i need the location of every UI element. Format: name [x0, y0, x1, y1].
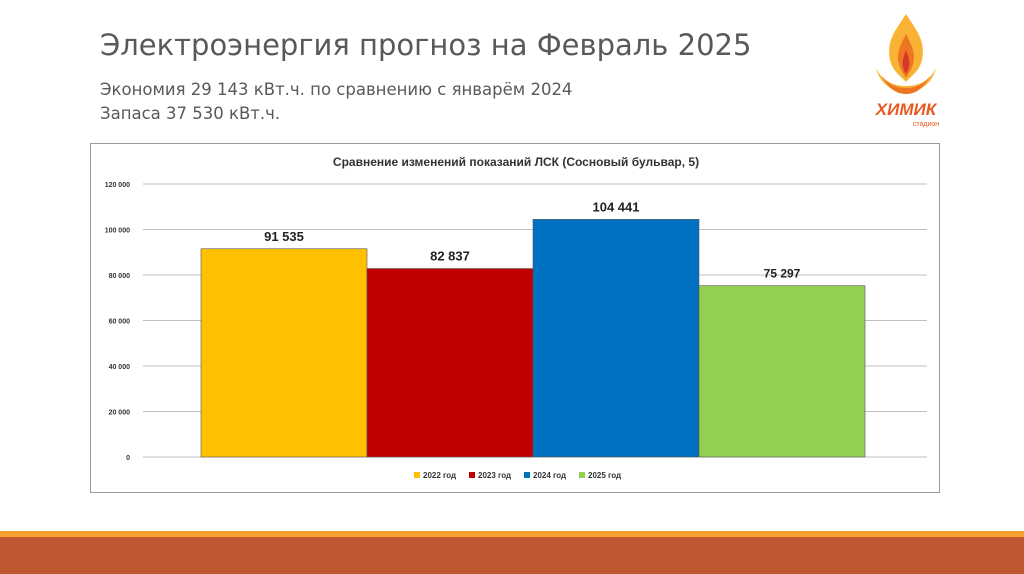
chart-container: Сравнение изменений показаний ЛСК (Сосно… [90, 143, 940, 493]
legend-swatch [524, 472, 530, 478]
legend-label: 2024 год [533, 471, 566, 480]
bar [200, 248, 368, 458]
y-tick-label: 120 000 [105, 182, 130, 189]
legend-label: 2023 год [478, 471, 511, 480]
legend-label: 2022 год [423, 471, 456, 480]
y-tick-label: 80 000 [109, 273, 131, 280]
legend-swatch [414, 472, 420, 478]
data-label: 82 837 [430, 249, 470, 264]
footer-band-bottom [0, 537, 1024, 574]
data-label: 104 441 [593, 199, 640, 214]
y-tick-label: 100 000 [105, 228, 130, 235]
logo-text: ХИМИК [875, 100, 938, 119]
y-tick-label: 0 [126, 455, 130, 462]
y-tick-label: 20 000 [109, 410, 131, 417]
slide-title: Электроэнергия прогноз на Февраль 2025 [100, 28, 752, 62]
bar [698, 285, 866, 458]
reserve-line: Запаса 37 530 кВт.ч. [100, 104, 281, 123]
footer-band-top [0, 531, 1024, 537]
himik-logo: ХИМИК стадион [866, 10, 946, 132]
data-label: 75 297 [764, 267, 801, 281]
bar [366, 268, 534, 458]
logo-subtext: стадион [913, 121, 939, 128]
legend-label: 2025 год [588, 471, 621, 480]
legend-swatch [469, 472, 475, 478]
y-tick-label: 60 000 [109, 319, 131, 326]
data-label: 91 535 [264, 229, 304, 244]
savings-line: Экономия 29 143 кВт.ч. по сравнению с ян… [100, 80, 573, 99]
chart-title: Сравнение изменений показаний ЛСК (Сосно… [333, 155, 699, 169]
legend-swatch [579, 472, 585, 478]
flame-logo-icon: ХИМИК стадион [875, 14, 939, 128]
bar [532, 219, 700, 458]
bar-chart: Сравнение изменений показаний ЛСК (Сосно… [105, 155, 927, 480]
y-tick-label: 40 000 [109, 364, 131, 371]
